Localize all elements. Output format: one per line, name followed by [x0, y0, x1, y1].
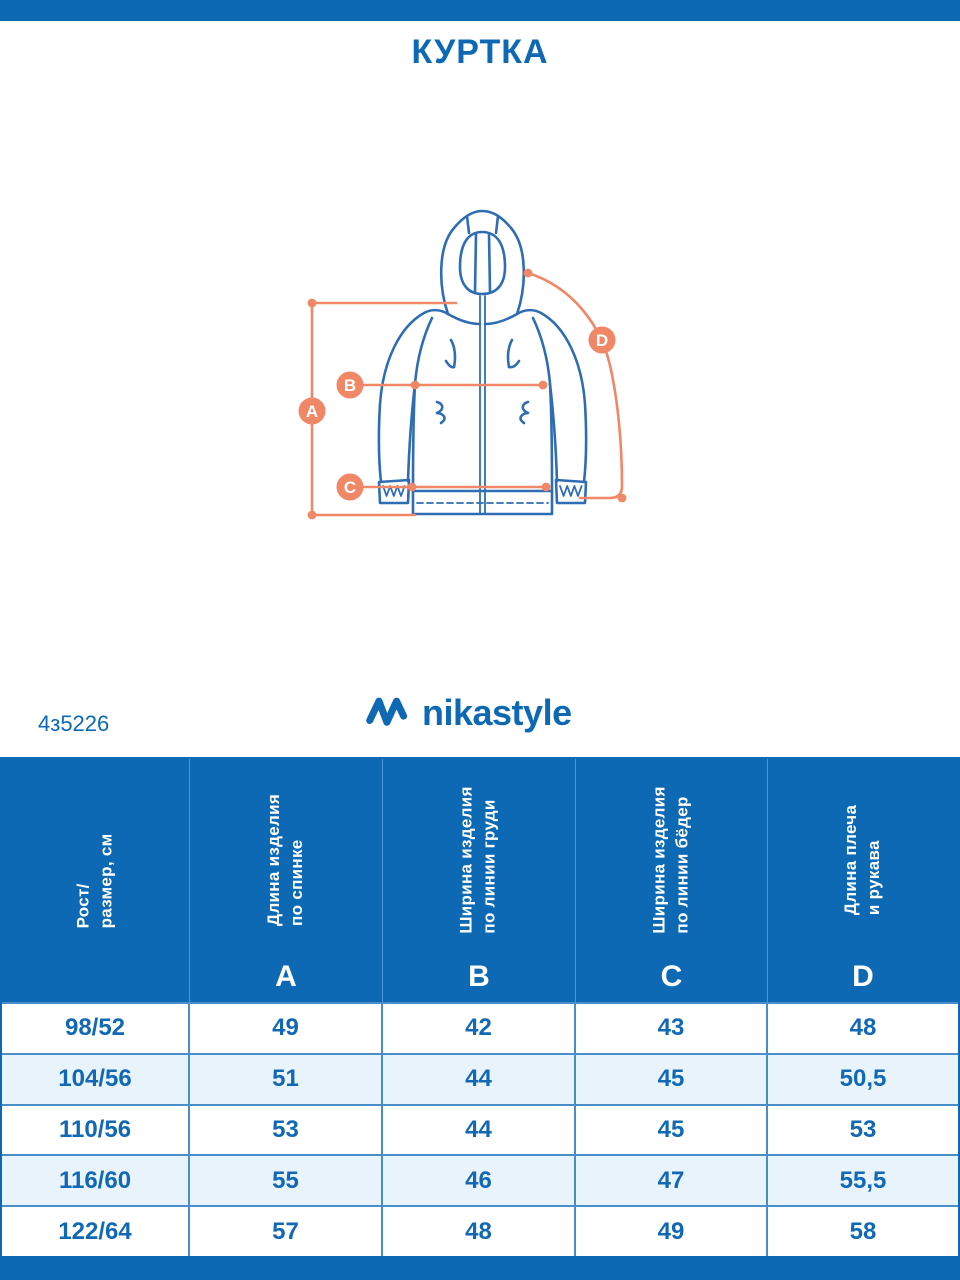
measurement-badges: A B C D: [298, 326, 616, 501]
cell-size: 116/60: [2, 1156, 190, 1206]
measure-c-label: C: [344, 478, 356, 497]
cell-size: 122/64: [2, 1207, 190, 1256]
cell-b: 44: [383, 1054, 576, 1104]
jacket-measurement-diagram: A B C D: [298, 209, 627, 520]
header-sleeve-length-line2: и рукава: [864, 839, 883, 915]
table-row: 110/56 53 44 45 53: [2, 1103, 958, 1155]
header-hip-width-line1: Ширина изделия: [649, 785, 669, 934]
header-size: Рост/ размер, см: [2, 759, 190, 1002]
header-size-line1: Рост/: [73, 882, 93, 928]
table-row: 122/64 57 48 49 58: [2, 1205, 958, 1256]
header-letter-d: D: [852, 960, 874, 993]
cell-d: 58: [849, 1217, 877, 1245]
product-code: 4з5226: [38, 711, 110, 736]
header-letter-a: A: [275, 960, 297, 993]
header-chest-width: Ширина изделия по линии груди B: [383, 759, 576, 1002]
page-title: КУРТКА: [411, 33, 549, 71]
cell-c: 43: [576, 1004, 768, 1053]
cell-size: 110/56: [2, 1105, 190, 1155]
brand-wave-icon: [366, 697, 408, 726]
header-chest-width-line1: Ширина изделия: [457, 785, 477, 934]
cell-c: 45: [576, 1105, 768, 1155]
header-sleeve-length: Длина плеча и рукава D: [768, 759, 958, 1002]
cell-b: 42: [383, 1004, 576, 1053]
cell-d: 53: [849, 1115, 877, 1143]
cell-a: 51: [190, 1054, 383, 1104]
header-back-length-line2: по спинке: [287, 839, 306, 926]
cell-a: 53: [190, 1105, 383, 1155]
cell-a: 57: [190, 1207, 383, 1256]
header-chest-width-line2: по линии груди: [480, 798, 499, 934]
cell-b: 48: [383, 1207, 576, 1256]
measure-a-label: A: [306, 402, 318, 421]
header-back-length-line1: Длина изделия: [264, 793, 284, 926]
header-hip-width-line2: по линии бёдер: [672, 795, 692, 934]
size-table-header: Рост/ размер, см Длина изделия по спинке…: [2, 759, 958, 1002]
header-back-length: Длина изделия по спинке A: [190, 759, 383, 1002]
header-size-line2: размер, см: [96, 833, 116, 928]
table-row: 98/52 49 42 43 48: [2, 1002, 958, 1053]
cell-c: 47: [576, 1156, 768, 1206]
brand-logo: nikastyle: [364, 688, 572, 738]
cell-c: 49: [576, 1207, 768, 1256]
cell-d: 48: [849, 1014, 877, 1042]
cell-size: 98/52: [2, 1004, 190, 1053]
brand-name: nikastyle: [422, 692, 572, 733]
cell-b: 46: [383, 1156, 576, 1206]
cell-c: 45: [576, 1054, 768, 1104]
header-hip-width: Ширина изделия по линии бёдер C: [576, 759, 768, 1002]
header-letter-c: C: [660, 960, 683, 993]
footer-accent-bar: [0, 1258, 960, 1280]
cell-b: 44: [383, 1105, 576, 1155]
cell-a: 55: [190, 1156, 383, 1206]
size-table: Рост/ размер, см Длина изделия по спинке…: [0, 757, 960, 1258]
table-row: 116/60 55 46 47 55,5: [2, 1154, 958, 1206]
header-letter-b: B: [468, 960, 490, 993]
measure-d-label: D: [596, 331, 608, 350]
header-sleeve-length-line1: Длина плеча: [841, 804, 861, 915]
cell-d: 50,5: [839, 1065, 887, 1093]
jacket-outline: [377, 209, 588, 516]
table-row: 104/56 51 44 45 50,5: [2, 1052, 958, 1104]
measurement-dots: [307, 268, 627, 520]
measure-b-label: B: [344, 376, 356, 395]
cell-d: 55,5: [839, 1166, 887, 1194]
cell-a: 49: [190, 1004, 383, 1053]
top-accent-bar: [0, 0, 960, 21]
cell-size: 104/56: [2, 1054, 190, 1104]
